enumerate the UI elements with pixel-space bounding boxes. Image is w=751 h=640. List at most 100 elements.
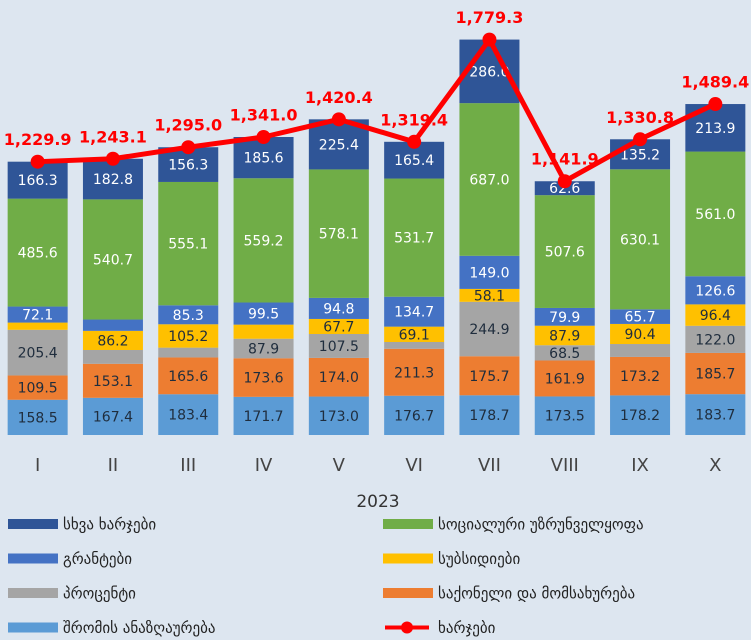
data-label: 687.0 [469,172,509,188]
data-label: 149.0 [469,265,509,281]
bar-segment [82,319,143,331]
bar-segment [233,178,294,303]
data-label: 72.1 [22,308,53,324]
x-tick-label: VII [478,455,501,476]
bar-segment [685,276,746,305]
legend-swatch [8,553,58,564]
data-label: 507.6 [545,245,585,261]
total-point [181,140,196,155]
data-label: 94.8 [323,301,354,317]
total-label: 1,229.9 [4,130,72,149]
bar-segment [384,342,445,349]
bar-segment [308,357,369,397]
data-label: 559.2 [244,233,284,249]
bar-segment [158,394,219,435]
bar-segment [82,363,143,398]
bar-segment [7,198,68,307]
data-label: 183.4 [168,408,208,424]
total-line [37,37,717,184]
total-label: 1,341.0 [230,106,298,125]
data-label: 540.7 [93,252,133,268]
bar-segment [384,395,445,435]
bar-segment [308,169,369,298]
x-tick-label: IV [255,455,273,476]
legend-swatch [383,588,433,598]
bar-segment [82,350,143,364]
data-label: 578.1 [319,227,359,243]
data-label: 166.3 [18,173,58,189]
legend-swatch [383,553,433,564]
bar-segment [233,396,294,435]
total-label: 1,330.8 [606,108,674,127]
bar-segment [534,307,595,326]
bar-segment [384,348,445,396]
data-label: 555.1 [168,237,208,253]
bar-segment [233,324,294,339]
total-point [482,32,497,47]
bar-segment [158,305,219,325]
bar-segment [158,357,219,395]
total-label: 1,243.1 [79,127,147,146]
legend-swatch [8,519,58,529]
data-label: 173.5 [545,409,585,425]
data-label: 174.0 [319,370,359,386]
bar-segment [233,302,294,325]
bar-segment [7,306,68,323]
data-label: 173.6 [244,371,284,387]
data-label: 485.6 [18,246,58,262]
bar-segment [384,178,445,297]
data-label: 630.1 [620,232,660,248]
bar-segment [534,195,595,308]
x-tick-label: X [709,455,721,476]
bar-segment [158,181,219,306]
data-label: 85.3 [173,308,204,324]
bar-segment [459,288,520,302]
data-label: 87.9 [549,328,580,344]
bar-segment [685,304,746,326]
legend-label: შრომის ანაზღაურება [63,619,215,637]
data-label: 68.5 [549,346,580,362]
data-label: 126.6 [695,283,735,299]
bar-segment [685,394,746,435]
data-label: 225.4 [319,137,359,153]
total-point [633,132,648,147]
legend-marker [401,621,413,634]
bar-segment [7,329,68,376]
data-label: 185.6 [244,151,284,167]
data-label: 96.4 [700,308,731,324]
bar-segment [7,322,68,330]
legend-label: პროცენტი [63,585,136,603]
total-label: 1,295.0 [154,116,222,135]
data-label: 122.0 [695,332,735,348]
data-label: 205.4 [18,346,58,362]
bar-segment [7,375,68,400]
data-label: 65.7 [624,310,655,326]
bar-segment [459,103,520,256]
bar-segment [82,199,143,320]
total-point [407,134,422,149]
total-label: 1,779.3 [456,8,524,27]
data-label: 171.7 [244,409,284,425]
bar-segment [459,301,520,357]
x-tick-label: IX [631,455,649,476]
legend-label: სუბსიდიები [438,550,520,568]
bar-segment [685,151,746,277]
data-label: 183.7 [695,408,735,424]
bar-segment [534,360,595,397]
total-label: 1,319.4 [380,110,448,129]
data-label: 173.0 [319,409,359,425]
data-label: 244.9 [469,322,509,338]
data-label: 156.3 [168,158,208,174]
x-tick-label: III [180,455,196,476]
total-point [708,97,723,112]
bar-segment [610,356,671,396]
data-label: 135.2 [620,147,660,163]
data-label: 286.0 [469,64,509,80]
data-label: 178.7 [469,408,509,424]
bar-segment [685,352,746,395]
data-label: 561.0 [695,207,735,223]
data-label: 158.5 [18,410,58,426]
bar-segment [459,395,520,435]
data-label: 176.7 [394,408,434,424]
